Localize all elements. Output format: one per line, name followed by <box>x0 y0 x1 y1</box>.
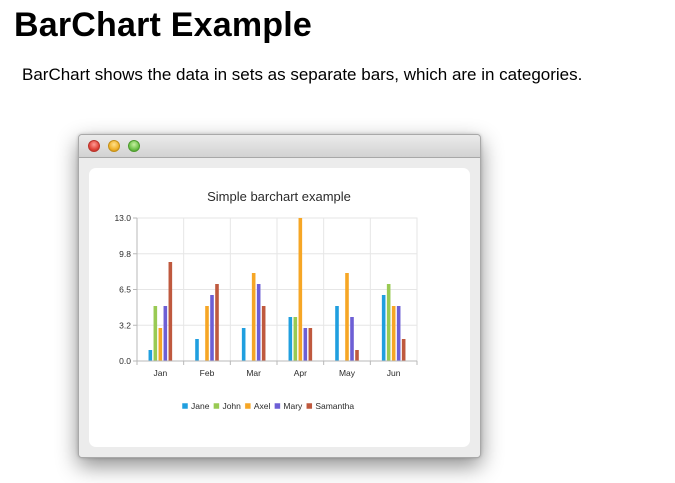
page-description: BarChart shows the data in sets as separ… <box>22 65 583 84</box>
y-tick-label: 9.8 <box>119 249 131 259</box>
legend-label: Samantha <box>315 401 354 411</box>
bar-samantha-may <box>355 350 359 361</box>
legend-swatch <box>244 402 252 410</box>
bar-axel-mar <box>251 273 256 361</box>
bar-axel-jun <box>391 306 396 361</box>
x-tick-label: Mar <box>246 368 261 378</box>
bar-john-jan <box>153 306 158 361</box>
legend-label: John <box>222 401 241 411</box>
legend-label: Mary <box>283 401 303 411</box>
y-tick-label: 6.5 <box>119 285 131 295</box>
x-tick-label: Jun <box>387 368 401 378</box>
bar-jane-mar <box>241 328 246 361</box>
chart-title: Simple barchart example <box>207 189 351 204</box>
bar-axel-apr <box>298 218 303 361</box>
bar-mary-may <box>350 317 354 361</box>
bar-john-jun <box>386 284 391 361</box>
bar-axel-may <box>345 273 349 361</box>
y-tick-label: 13.0 <box>114 213 131 223</box>
bar-samantha-jun <box>401 339 406 361</box>
legend-swatch <box>181 402 189 410</box>
legend-label: Jane <box>191 401 210 411</box>
bar-axel-jan <box>158 328 163 361</box>
y-tick-label: 0.0 <box>119 356 131 366</box>
chart-bars <box>148 218 406 361</box>
maximize-icon[interactable] <box>128 140 140 152</box>
bar-jane-jun <box>381 295 386 361</box>
y-tick-label: 3.2 <box>119 320 131 330</box>
legend-swatch <box>306 402 313 410</box>
x-tick-label: Feb <box>200 368 215 378</box>
bar-mary-jun <box>396 306 401 361</box>
bar-samantha-jan <box>168 262 173 361</box>
bar-jane-feb <box>195 339 199 361</box>
window-titlebar[interactable] <box>79 135 480 158</box>
minimize-icon[interactable] <box>108 140 120 152</box>
x-tick-label: Apr <box>294 368 307 378</box>
bar-axel-feb <box>205 306 209 361</box>
bar-mary-apr <box>303 328 308 361</box>
bar-jane-jan <box>148 350 153 361</box>
x-tick-label: May <box>339 368 356 378</box>
bar-samantha-apr <box>308 328 313 361</box>
chart-grid <box>136 217 418 362</box>
bar-mary-feb <box>210 295 214 361</box>
chart-panel: Simple barchart example 0.0 3.2 6.5 9.8 13.0… <box>89 168 470 447</box>
bar-mary-mar <box>256 284 261 361</box>
bar-jane-apr <box>288 317 293 361</box>
app-window: Simple barchart example 0.0 3.2 6.5 9.8 13.0… <box>78 134 481 458</box>
bar-john-apr <box>293 317 298 361</box>
legend-label: Axel <box>254 401 271 411</box>
bar-chart: Simple barchart example 0.0 3.2 6.5 9.8 13.0… <box>114 189 418 411</box>
page-title: BarChart Example <box>14 6 312 44</box>
legend-swatch <box>274 402 281 410</box>
close-icon[interactable] <box>88 140 100 152</box>
chart-legend: Jane John Axel Mary Samantha <box>181 401 354 411</box>
bar-samantha-mar <box>261 306 266 361</box>
bar-mary-jan <box>163 306 168 361</box>
bar-samantha-feb <box>215 284 219 361</box>
bar-jane-may <box>335 306 339 361</box>
chart-axes: 0.0 3.2 6.5 9.8 13.0 Jan Feb Mar Apr May Jun <box>114 213 418 378</box>
x-tick-label: Jan <box>153 368 167 378</box>
legend-swatch <box>213 402 220 410</box>
window-content: Simple barchart example 0.0 3.2 6.5 9.8 13.0… <box>79 158 480 457</box>
